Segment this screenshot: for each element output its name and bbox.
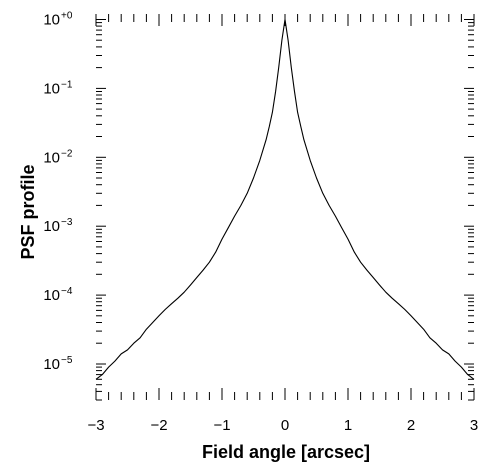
x-tick-label: 3 [470, 417, 478, 434]
x-tick-label: 0 [281, 417, 289, 434]
y-tick-label: 10 −3 [43, 217, 73, 235]
x-tick-label: −1 [213, 417, 230, 434]
y-tick-label-base: 10 [43, 218, 60, 235]
axis-ticks [95, 14, 475, 401]
x-tick-label: −3 [87, 417, 104, 434]
y-tick-label-exponent: −2 [61, 148, 73, 159]
y-tick-label-base: 10 [43, 12, 60, 29]
y-tick-label: 10 −1 [43, 79, 73, 97]
y-tick-label-base: 10 [43, 80, 60, 97]
y-tick-labels: 10−510−410−310−210−110+0 [43, 11, 73, 374]
x-tick-label: 1 [344, 417, 352, 434]
y-axis-title: PSF profile [18, 164, 38, 259]
y-tick-label: 10 −4 [43, 286, 73, 304]
y-tick-label-exponent: −5 [61, 355, 73, 366]
psf-profile-line [95, 18, 475, 380]
y-tick-label-exponent: −1 [61, 79, 73, 90]
y-tick-label: 10 +0 [43, 11, 73, 29]
x-tick-labels: −3 −2 −1 0 1 2 3 [87, 417, 478, 434]
y-tick-label-exponent: −3 [61, 217, 73, 228]
y-tick-label: 10 −2 [43, 148, 73, 166]
y-tick-label-exponent: +0 [61, 11, 73, 22]
y-tick-label-base: 10 [43, 149, 60, 166]
y-tick-label: 10 −5 [43, 355, 73, 373]
x-tick-label: −2 [150, 417, 167, 434]
y-tick-label-base: 10 [43, 356, 60, 373]
x-tick-label: 2 [407, 417, 415, 434]
x-axis-title: Field angle [arcsec] [202, 442, 370, 462]
y-tick-label-exponent: −4 [61, 286, 73, 297]
y-tick-label-base: 10 [43, 287, 60, 304]
